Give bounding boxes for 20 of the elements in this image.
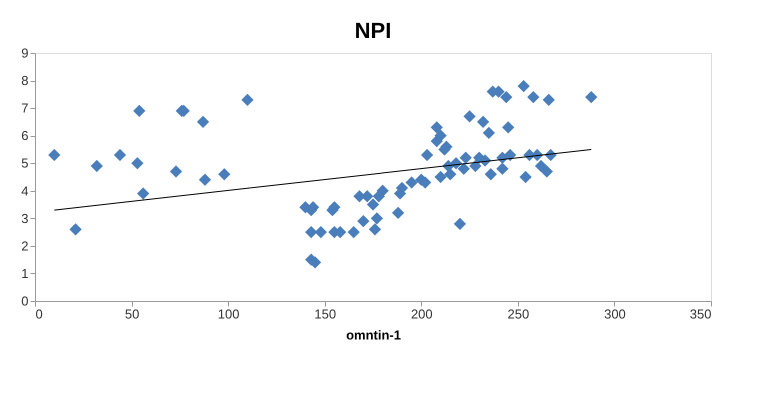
y-tick-label: 3 [21, 210, 28, 226]
x-tick-label: 250 [508, 306, 530, 322]
x-tick-label: 100 [218, 306, 240, 322]
y-tick-label: 8 [21, 73, 28, 88]
y-tick-label: 5 [21, 156, 28, 171]
y-tick-label: 1 [21, 266, 28, 281]
x-tick-label: 50 [124, 306, 140, 322]
y-tick-label: 7 [21, 100, 28, 116]
x-tick-label: 200 [410, 306, 433, 322]
y-tick-label: 4 [21, 183, 28, 198]
x-tick-label: 350 [690, 306, 712, 322]
x-axis-title: omntin-1 [346, 328, 401, 342]
y-tick-label: 6 [21, 128, 28, 144]
x-tick-label: 150 [314, 306, 336, 322]
chart-title: NPI [354, 18, 392, 43]
x-tick-label: 0 [36, 306, 43, 322]
y-tick-label: 2 [21, 238, 28, 254]
y-tick-label: 9 [21, 46, 28, 60]
y-tick-label: 0 [21, 294, 28, 308]
x-tick-label: 300 [604, 306, 626, 322]
